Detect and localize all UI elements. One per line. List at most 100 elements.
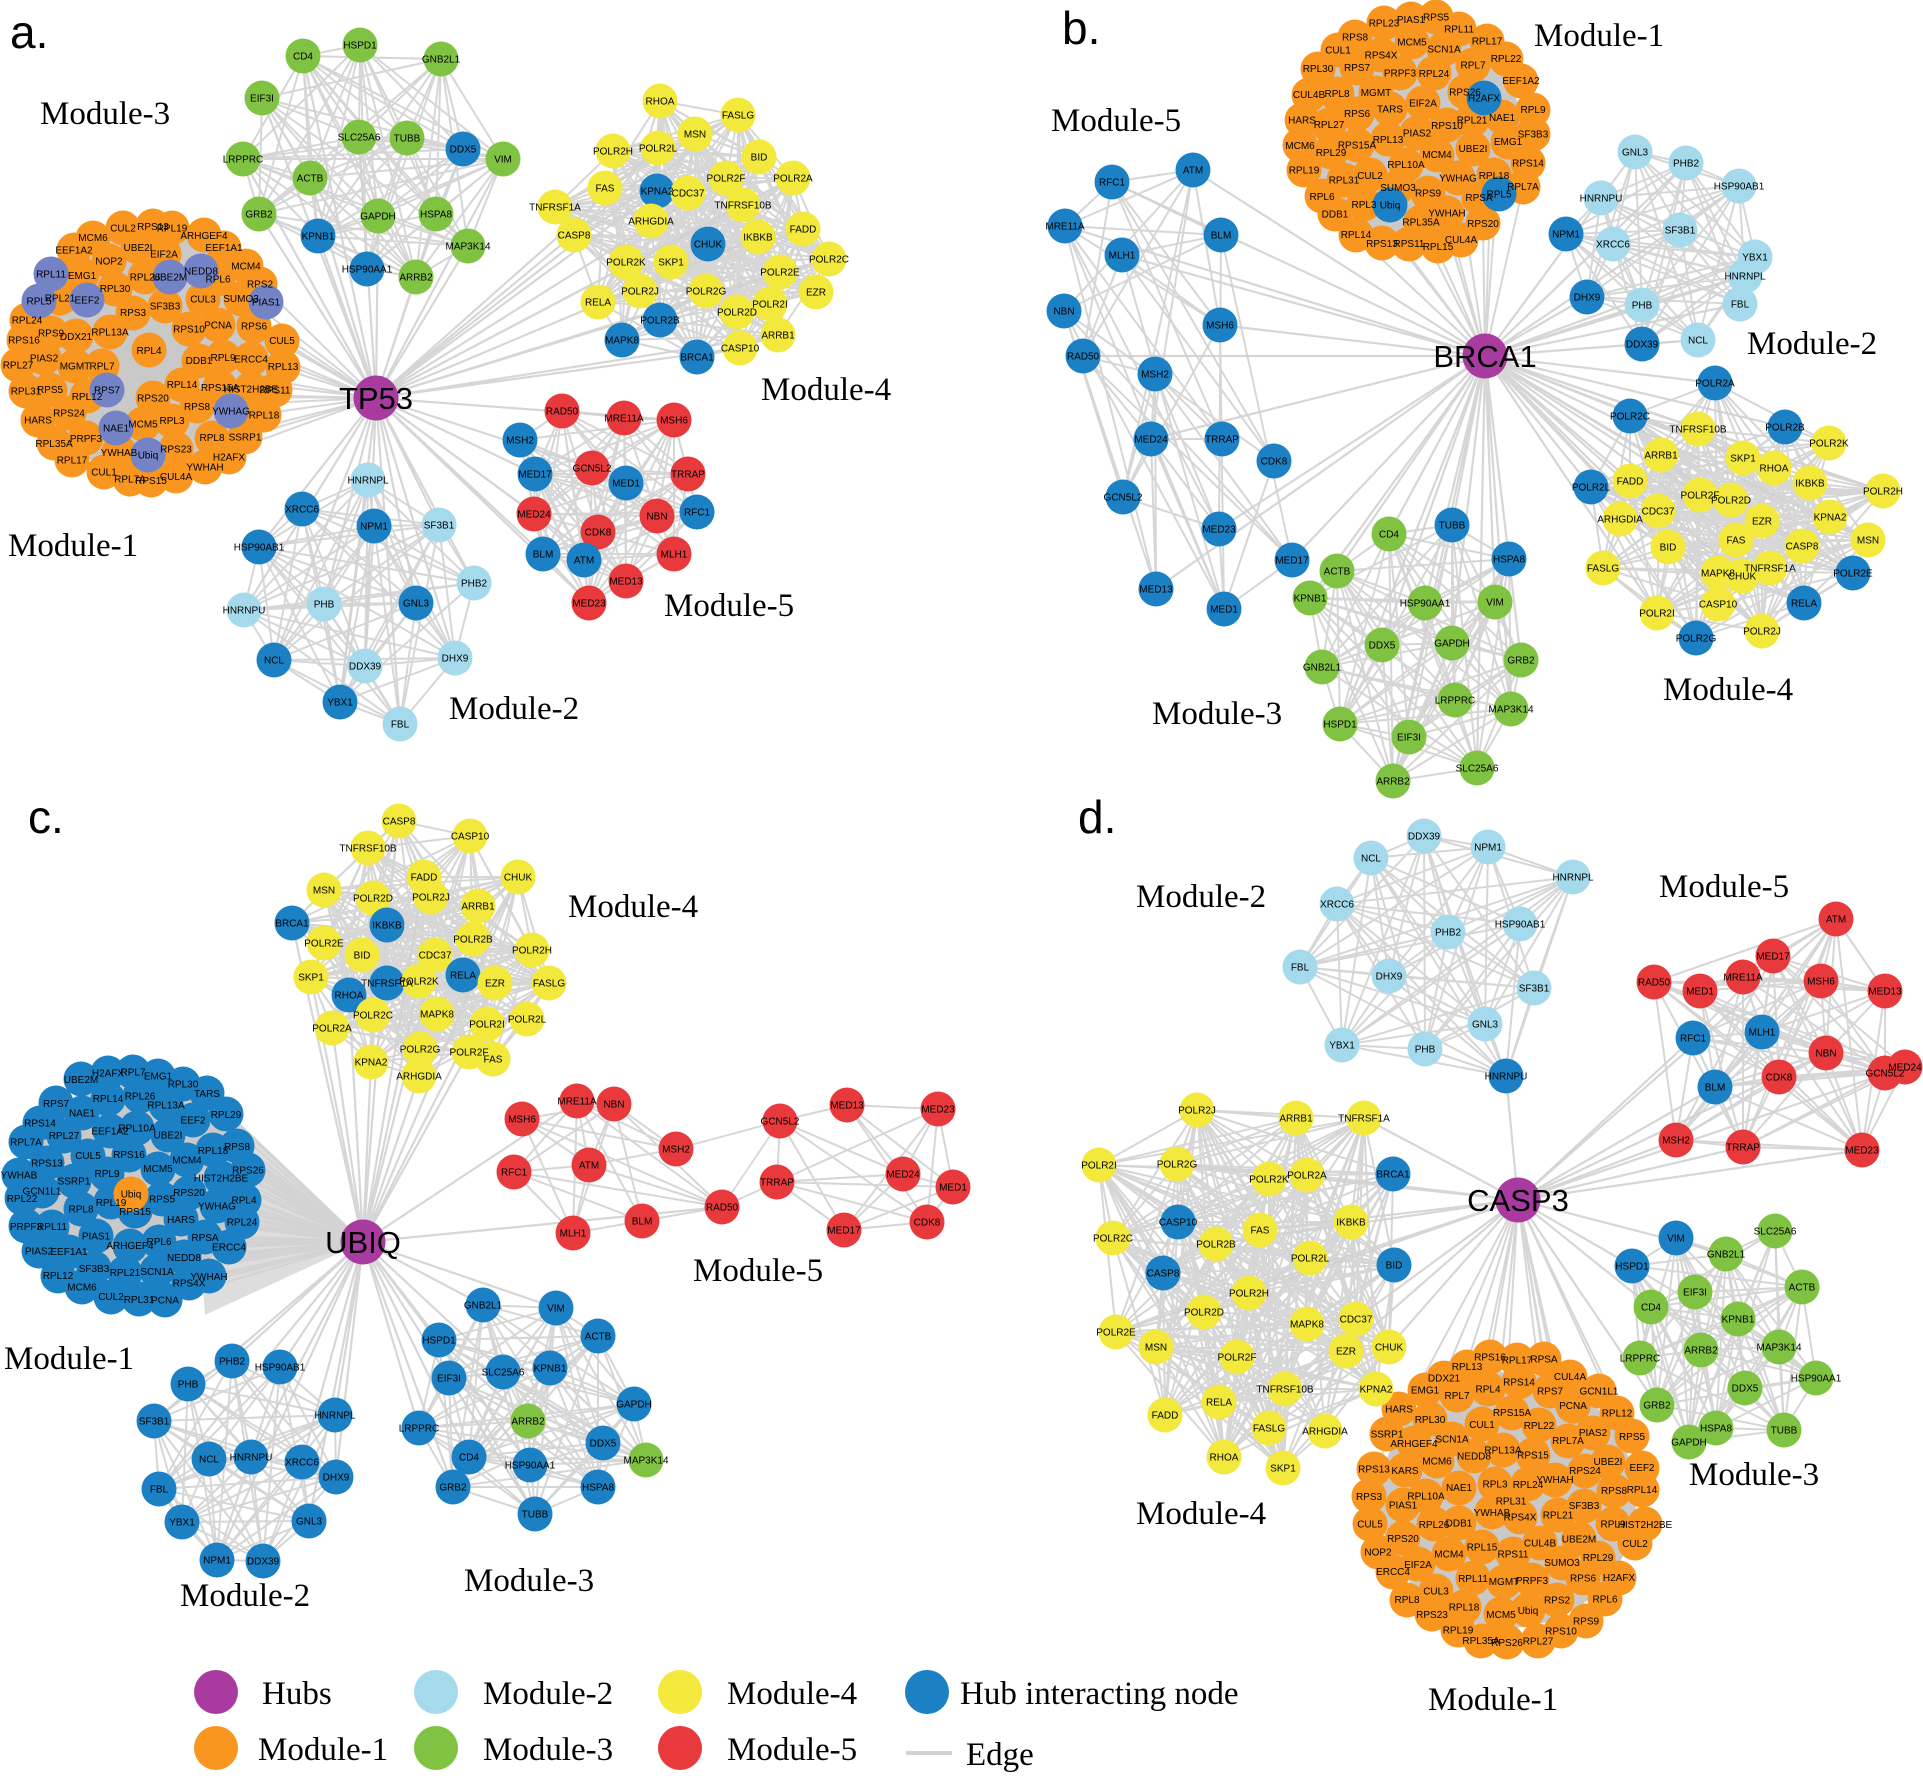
- svg-text:RPL13A: RPL13A: [147, 1100, 185, 1111]
- svg-text:NEDD8: NEDD8: [184, 267, 218, 278]
- svg-text:RPS16: RPS16: [1474, 1353, 1506, 1364]
- svg-text:Ubiq: Ubiq: [138, 451, 159, 462]
- svg-text:POLR2D: POLR2D: [353, 894, 393, 905]
- svg-text:CUL2: CUL2: [110, 224, 136, 235]
- svg-text:DDX5: DDX5: [1732, 1384, 1759, 1395]
- svg-text:RPS7: RPS7: [1344, 63, 1371, 74]
- svg-text:RPS7: RPS7: [1537, 1387, 1564, 1398]
- svg-text:MED23: MED23: [572, 599, 606, 610]
- svg-text:NAE1: NAE1: [1489, 113, 1516, 124]
- svg-text:RPL11: RPL11: [1458, 1574, 1488, 1585]
- svg-text:ACTB: ACTB: [1324, 567, 1351, 578]
- svg-text:SCN1A: SCN1A: [1435, 1435, 1469, 1446]
- svg-text:RPL10A: RPL10A: [118, 1123, 156, 1134]
- svg-text:FASLG: FASLG: [1253, 1424, 1285, 1435]
- svg-text:MSH2: MSH2: [1662, 1136, 1690, 1147]
- svg-text:KPNB1: KPNB1: [302, 232, 335, 243]
- svg-text:RPL30: RPL30: [100, 284, 131, 295]
- svg-text:MED23: MED23: [1845, 1146, 1879, 1157]
- svg-text:DHX9: DHX9: [1574, 293, 1601, 304]
- svg-text:RPL23: RPL23: [1369, 18, 1400, 29]
- svg-text:RELA: RELA: [1791, 599, 1817, 610]
- svg-text:DHX9: DHX9: [1376, 972, 1403, 983]
- svg-text:POLR2A: POLR2A: [773, 174, 813, 185]
- svg-text:EIF3I: EIF3I: [250, 94, 274, 105]
- svg-text:Module-5: Module-5: [1051, 103, 1181, 139]
- svg-text:SUMO3: SUMO3: [1544, 1558, 1580, 1569]
- svg-text:GAPDH: GAPDH: [1434, 639, 1470, 650]
- svg-text:RPS14: RPS14: [24, 1118, 56, 1129]
- svg-text:GNB2L1: GNB2L1: [1303, 663, 1342, 674]
- svg-text:EIF3I: EIF3I: [437, 1374, 461, 1385]
- svg-text:EMG1: EMG1: [144, 1072, 173, 1083]
- svg-text:EMG1: EMG1: [1411, 1386, 1440, 1397]
- svg-text:FAS: FAS: [1251, 1226, 1270, 1237]
- svg-text:VIM: VIM: [547, 1304, 565, 1315]
- svg-text:MCM4: MCM4: [1422, 150, 1452, 161]
- svg-text:MSN: MSN: [1857, 536, 1879, 547]
- svg-text:MLH1: MLH1: [661, 550, 688, 561]
- svg-text:CASP8: CASP8: [558, 231, 591, 242]
- svg-text:TUBB: TUBB: [1439, 521, 1466, 532]
- svg-text:Module-2: Module-2: [180, 1578, 310, 1614]
- svg-text:POLR2K: POLR2K: [399, 977, 439, 988]
- svg-text:SF3B1: SF3B1: [1519, 984, 1550, 995]
- svg-text:MSH6: MSH6: [1206, 321, 1234, 332]
- svg-text:RPL24: RPL24: [12, 315, 43, 326]
- svg-text:RPL14: RPL14: [1627, 1485, 1658, 1496]
- svg-text:RPL4: RPL4: [231, 1196, 256, 1207]
- svg-text:CUL4B: CUL4B: [1293, 90, 1326, 101]
- svg-text:TNFRSF1A: TNFRSF1A: [361, 979, 413, 990]
- svg-text:HNRNPU: HNRNPU: [1485, 1072, 1528, 1083]
- svg-text:ACTB: ACTB: [585, 1332, 612, 1343]
- svg-text:IKBKB: IKBKB: [372, 921, 402, 932]
- svg-text:SLC25A6: SLC25A6: [482, 1368, 525, 1379]
- svg-text:RPS20: RPS20: [173, 1188, 205, 1199]
- svg-text:MLH1: MLH1: [1109, 251, 1136, 262]
- svg-text:BID: BID: [354, 951, 371, 962]
- svg-text:GCN5L2: GCN5L2: [573, 464, 612, 475]
- svg-text:GNB2L1: GNB2L1: [422, 55, 461, 66]
- svg-text:CUL5: CUL5: [75, 1151, 101, 1162]
- svg-text:RPL19: RPL19: [157, 224, 188, 235]
- svg-text:POLR2L: POLR2L: [1572, 483, 1611, 494]
- svg-text:NPM1: NPM1: [203, 1556, 231, 1567]
- svg-text:Module-3: Module-3: [483, 1732, 613, 1768]
- svg-text:CD4: CD4: [293, 52, 313, 63]
- svg-text:MCM5: MCM5: [128, 420, 158, 431]
- svg-text:PCNA: PCNA: [151, 1295, 179, 1306]
- svg-text:YBX1: YBX1: [1329, 1041, 1355, 1052]
- svg-text:TNFRSF1A: TNFRSF1A: [1338, 1114, 1390, 1125]
- svg-text:TNFRSF1A: TNFRSF1A: [529, 203, 581, 214]
- svg-text:PIAS2: PIAS2: [1579, 1428, 1608, 1439]
- svg-text:RPL30: RPL30: [1415, 1415, 1446, 1426]
- svg-text:RPL9: RPL9: [210, 353, 235, 364]
- svg-text:MRE11A: MRE11A: [1723, 973, 1763, 984]
- svg-text:RPS9: RPS9: [1415, 189, 1442, 200]
- svg-text:CDK8: CDK8: [1766, 1073, 1793, 1084]
- svg-text:SSRP1: SSRP1: [58, 1177, 91, 1188]
- svg-text:ARRB2: ARRB2: [399, 273, 433, 284]
- svg-text:NOP2: NOP2: [1364, 1548, 1392, 1559]
- svg-text:CASP8: CASP8: [1147, 1269, 1180, 1280]
- svg-text:DDB1: DDB1: [1446, 1519, 1473, 1530]
- svg-text:RPL7: RPL7: [1444, 1391, 1469, 1402]
- svg-text:RAD50: RAD50: [1067, 352, 1100, 363]
- svg-text:RPS4X: RPS4X: [1504, 1513, 1537, 1524]
- svg-text:CASP3: CASP3: [1467, 1183, 1569, 1218]
- svg-text:SF3B1: SF3B1: [1665, 226, 1696, 237]
- svg-text:SKP1: SKP1: [1730, 454, 1756, 465]
- svg-text:RPL12: RPL12: [43, 1271, 74, 1282]
- svg-text:RPL17: RPL17: [57, 455, 88, 466]
- svg-text:HNRNPU: HNRNPU: [1580, 194, 1623, 205]
- svg-text:CUL4A: CUL4A: [160, 472, 193, 483]
- svg-text:EZR: EZR: [1752, 517, 1772, 528]
- svg-text:HSPD1: HSPD1: [1323, 720, 1357, 731]
- svg-text:SSRP1: SSRP1: [229, 433, 262, 444]
- svg-text:CDC37: CDC37: [1340, 1315, 1373, 1326]
- svg-text:EIF2A: EIF2A: [1404, 1560, 1432, 1571]
- svg-text:RELA: RELA: [450, 971, 476, 982]
- svg-text:YWHAH: YWHAH: [1428, 209, 1465, 220]
- svg-text:POLR2I: POLR2I: [469, 1020, 505, 1031]
- svg-text:RPS4X: RPS4X: [1365, 50, 1398, 61]
